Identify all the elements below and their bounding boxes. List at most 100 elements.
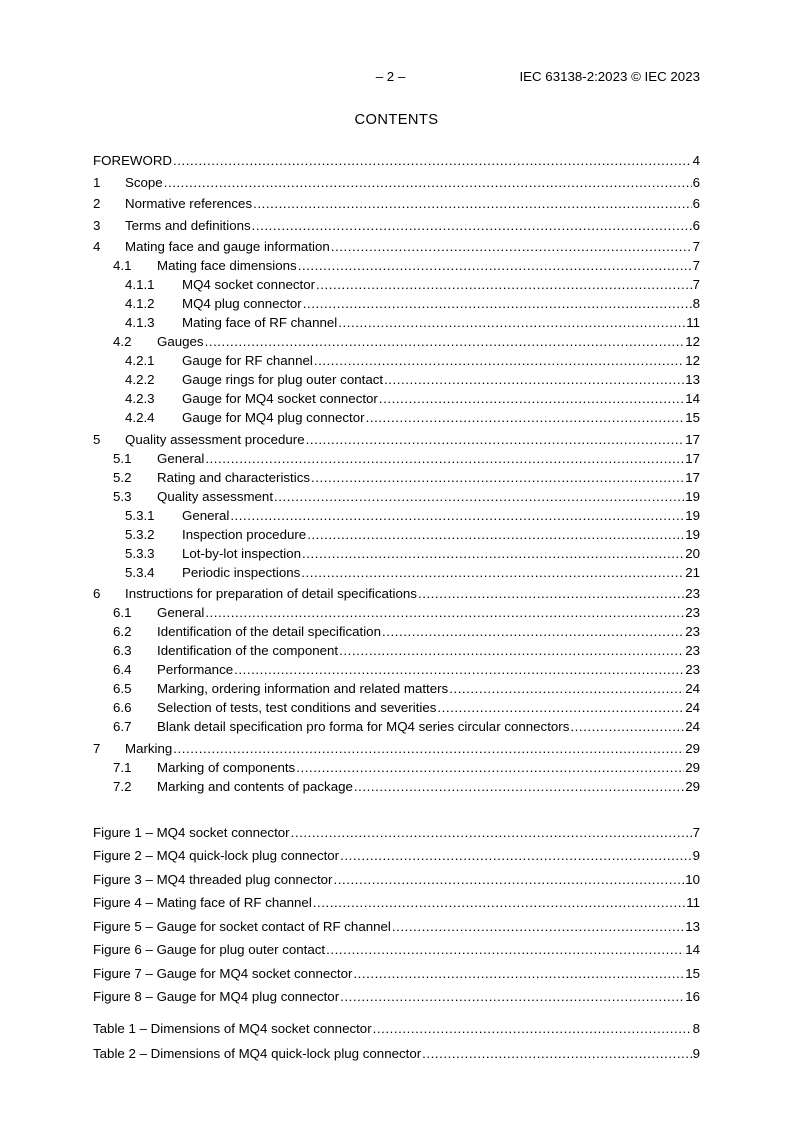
toc-entry-number: 4.1	[113, 258, 132, 273]
dot-leader	[303, 294, 692, 313]
toc-entry-label: Performance	[157, 662, 234, 677]
dot-leader	[234, 660, 684, 679]
toc-entry[interactable]: 4.2.1 Gauge for RF channel 12	[93, 351, 700, 370]
toc-entry[interactable]: 6 Instructions for preparation of detail…	[93, 584, 700, 603]
toc-entry-label: Gauge for MQ4 socket connector	[182, 391, 378, 406]
dot-leader	[339, 641, 684, 660]
toc-entry[interactable]: 7.1 Marking of components 29	[93, 758, 700, 777]
toc-entry-number: 5.2	[113, 469, 132, 485]
toc-entry[interactable]: 7 Marking 29	[93, 739, 700, 758]
toc-entry[interactable]: 6.3 Identification of the component 23	[93, 641, 700, 660]
toc-entry-label: Table 1 – Dimensions of MQ4 socket conne…	[93, 1021, 372, 1036]
toc-entry-number: 4.2	[113, 334, 132, 349]
toc-entry[interactable]: FOREWORD 4	[93, 151, 700, 170]
toc-entry[interactable]: 4.2.2 Gauge rings for plug outer contact…	[93, 370, 700, 389]
toc-entry-number: 4	[93, 239, 101, 254]
toc-entry-label: Inspection procedure	[182, 526, 307, 542]
figure-entry[interactable]: Figure 3 – MQ4 threaded plug connector 1…	[93, 870, 700, 889]
dot-leader	[205, 449, 684, 468]
toc-entry-page: 14	[685, 391, 700, 406]
dot-leader	[173, 739, 684, 758]
toc-entry[interactable]: 5.3.1 General 19	[93, 506, 700, 525]
toc-entry[interactable]: 2 Normative references 6	[93, 194, 700, 213]
figure-entry[interactable]: Figure 1 – MQ4 socket connector 7	[93, 823, 700, 842]
toc-entry[interactable]: 4.1.1 MQ4 socket connector 7	[93, 275, 700, 294]
figure-entry[interactable]: Figure 8 – Gauge for MQ4 plug connector …	[93, 987, 700, 1006]
figure-entry[interactable]: Figure 2 – MQ4 quick-lock plug connector…	[93, 846, 700, 865]
toc-entry[interactable]: 5.2 Rating and characteristics 17	[93, 468, 700, 487]
toc-entry-page: 8	[692, 296, 700, 311]
toc-entry-label: General	[157, 450, 205, 466]
toc-entry[interactable]: 4 Mating face and gauge information 7	[93, 237, 700, 256]
document-reference: IEC 63138-2:2023 © IEC 2023	[519, 69, 700, 84]
toc-entry-number: 4.2.2	[125, 372, 155, 387]
toc-entry-label: Gauge rings for plug outer contact	[182, 372, 384, 387]
toc-entry-page: 24	[685, 719, 700, 734]
toc-entry-label: FOREWORD	[93, 153, 173, 168]
toc-entry-label: General	[157, 605, 205, 620]
toc-entry-page: 9	[692, 848, 700, 863]
table-entry[interactable]: Table 1 – Dimensions of MQ4 socket conne…	[93, 1019, 700, 1038]
toc-entry-number: 4.2.4	[125, 410, 155, 425]
toc-entry-page: 11	[686, 315, 700, 330]
toc-entry[interactable]: 4.2.3 Gauge for MQ4 socket connector 14	[93, 389, 700, 408]
dot-leader	[382, 622, 684, 641]
toc-entry-page: 13	[685, 372, 700, 387]
dot-leader	[316, 275, 692, 294]
toc-entry-number: 5.3.1	[125, 507, 155, 523]
dot-leader	[418, 584, 684, 603]
toc-entry[interactable]: 4.1 Mating face dimensions 7	[93, 256, 700, 275]
toc-entry[interactable]: 5 Quality assessment procedure 17	[93, 430, 700, 449]
toc-entry[interactable]: 5.1 General 17	[93, 449, 700, 468]
toc-entry-number: 6.7	[113, 719, 132, 734]
dot-leader	[205, 332, 685, 351]
figure-entry[interactable]: Figure 5 – Gauge for socket contact of R…	[93, 917, 700, 936]
toc-entry[interactable]: 6.1 General 23	[93, 603, 700, 622]
dot-leader	[253, 194, 691, 213]
toc-entry[interactable]: 5.3.3 Lot-by-lot inspection 20	[93, 544, 700, 563]
toc-entry[interactable]: 6.2 Identification of the detail specifi…	[93, 622, 700, 641]
toc-entry[interactable]: 1 Scope 6	[93, 173, 700, 192]
toc-entry-page: 20	[685, 545, 700, 561]
toc-entry-label: Marking	[125, 740, 173, 756]
toc-entry-page: 6	[692, 196, 700, 211]
toc-entry[interactable]: 5.3.2 Inspection procedure 19	[93, 525, 700, 544]
toc-entry-number: 4.1.3	[125, 315, 155, 330]
toc-entry-number: 6.2	[113, 624, 132, 639]
toc-entry[interactable]: 6.7 Blank detail specification pro forma…	[93, 717, 700, 736]
toc-entry[interactable]: 4.1.2 MQ4 plug connector 8	[93, 294, 700, 313]
dot-leader	[379, 389, 684, 408]
toc-entry-page: 29	[685, 740, 700, 756]
toc-entry-page: 19	[685, 507, 700, 523]
toc-entry[interactable]: 4.1.3 Mating face of RF channel 11	[93, 313, 700, 332]
dot-leader	[353, 964, 684, 983]
toc-entry-page: 23	[685, 605, 700, 620]
table-entry[interactable]: Table 2 – Dimensions of MQ4 quick-lock p…	[93, 1044, 700, 1063]
toc-entry-page: 11	[686, 895, 700, 910]
toc-entry-number: 6.3	[113, 643, 132, 658]
toc-entry-page: 23	[685, 624, 700, 639]
toc-entry[interactable]: 4.2 Gauges 12	[93, 332, 700, 351]
toc-entry[interactable]: 6.6 Selection of tests, test conditions …	[93, 698, 700, 717]
toc-entry[interactable]: 7.2 Marking and contents of package 29	[93, 777, 700, 796]
toc-entry[interactable]: 4.2.4 Gauge for MQ4 plug connector 15	[93, 408, 700, 427]
toc-entry[interactable]: 5.3 Quality assessment 19	[93, 487, 700, 506]
toc-entry-label: Scope	[125, 174, 163, 190]
dot-leader	[307, 525, 684, 544]
toc-entry-number: 4.2.3	[125, 391, 155, 406]
toc-entry[interactable]: 6.4 Performance 23	[93, 660, 700, 679]
toc-entry-label: Identification of the detail specificati…	[157, 624, 381, 639]
toc-entry[interactable]: 6.5 Marking, ordering information and re…	[93, 679, 700, 698]
dot-leader	[164, 173, 692, 192]
toc-entry[interactable]: 5.3.4 Periodic inspections 21	[93, 563, 700, 582]
figure-entry[interactable]: Figure 4 – Mating face of RF channel 11	[93, 893, 700, 912]
toc-entry-label: Instructions for preparation of detail s…	[125, 586, 417, 601]
dot-leader	[354, 777, 684, 796]
dot-leader	[230, 506, 684, 525]
figure-entry[interactable]: Figure 6 – Gauge for plug outer contact …	[93, 940, 700, 959]
toc-entry[interactable]: 3 Terms and definitions 6	[93, 216, 700, 235]
figure-entry[interactable]: Figure 7 – Gauge for MQ4 socket connecto…	[93, 964, 700, 983]
toc-entry-label: Gauge for RF channel	[182, 353, 313, 368]
toc-figure-list: Figure 1 – MQ4 socket connector 7 Figure…	[93, 823, 700, 1007]
